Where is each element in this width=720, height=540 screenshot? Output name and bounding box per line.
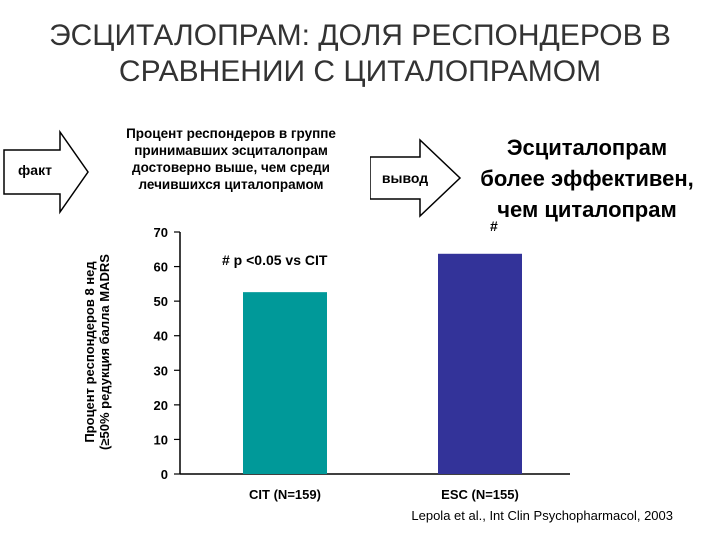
conclusion-arrow [369,138,462,218]
significance-annotation: # p <0.05 vs CIT [222,252,328,268]
y-tick-label: 30 [154,363,168,378]
y-tick-label: 70 [154,225,168,240]
finding-text: Процент респондеров в группе принимавших… [126,126,336,192]
bar [438,253,522,474]
conclusion-text: Эсциталопрам более эффективен, чем цитал… [480,135,694,222]
finding-box [92,123,370,209]
y-tick-label: 0 [161,467,168,482]
conclusion-hash-mark: # [490,218,498,234]
fact-label: факт [18,162,52,178]
x-tick-label: ESC (N=155) [441,487,519,502]
y-axis-label-line-2: (≥50% редукция балла MADRS [97,254,112,450]
y-tick-label: 50 [154,294,168,309]
page-title: ЭСЦИТАЛОПРАМ: ДОЛЯ РЕСПОНДЕРОВ В СРАВНЕН… [0,18,720,90]
title-line-2: СРАВНЕНИИ С ЦИТАЛОПРАМОМ [118,55,602,88]
title-line-1: ЭСЦИТАЛОПРАМ: ДОЛЯ РЕСПОНДЕРОВ В [49,19,671,52]
bar [243,292,327,474]
y-tick-label: 10 [154,432,168,447]
y-axis-label-line-1: Процент респондеров 8 нед [82,261,97,443]
y-axis-label: Процент респондеров 8 нед (≥50% редукция… [82,222,112,482]
citation: Lepola et al., Int Clin Psychopharmacol,… [411,508,673,523]
y-tick-label: 60 [154,260,168,275]
x-tick-label: CIT (N=159) [249,487,321,502]
bar-chart: 0 10 20 30 40 50 60 70 CIT (N=159) ESC (N=155) [154,225,570,502]
y-tick-label: 20 [154,398,168,413]
conclusion-label: вывод [381,170,429,186]
fact-arrow [3,129,89,215]
y-tick-label: 40 [154,329,168,344]
